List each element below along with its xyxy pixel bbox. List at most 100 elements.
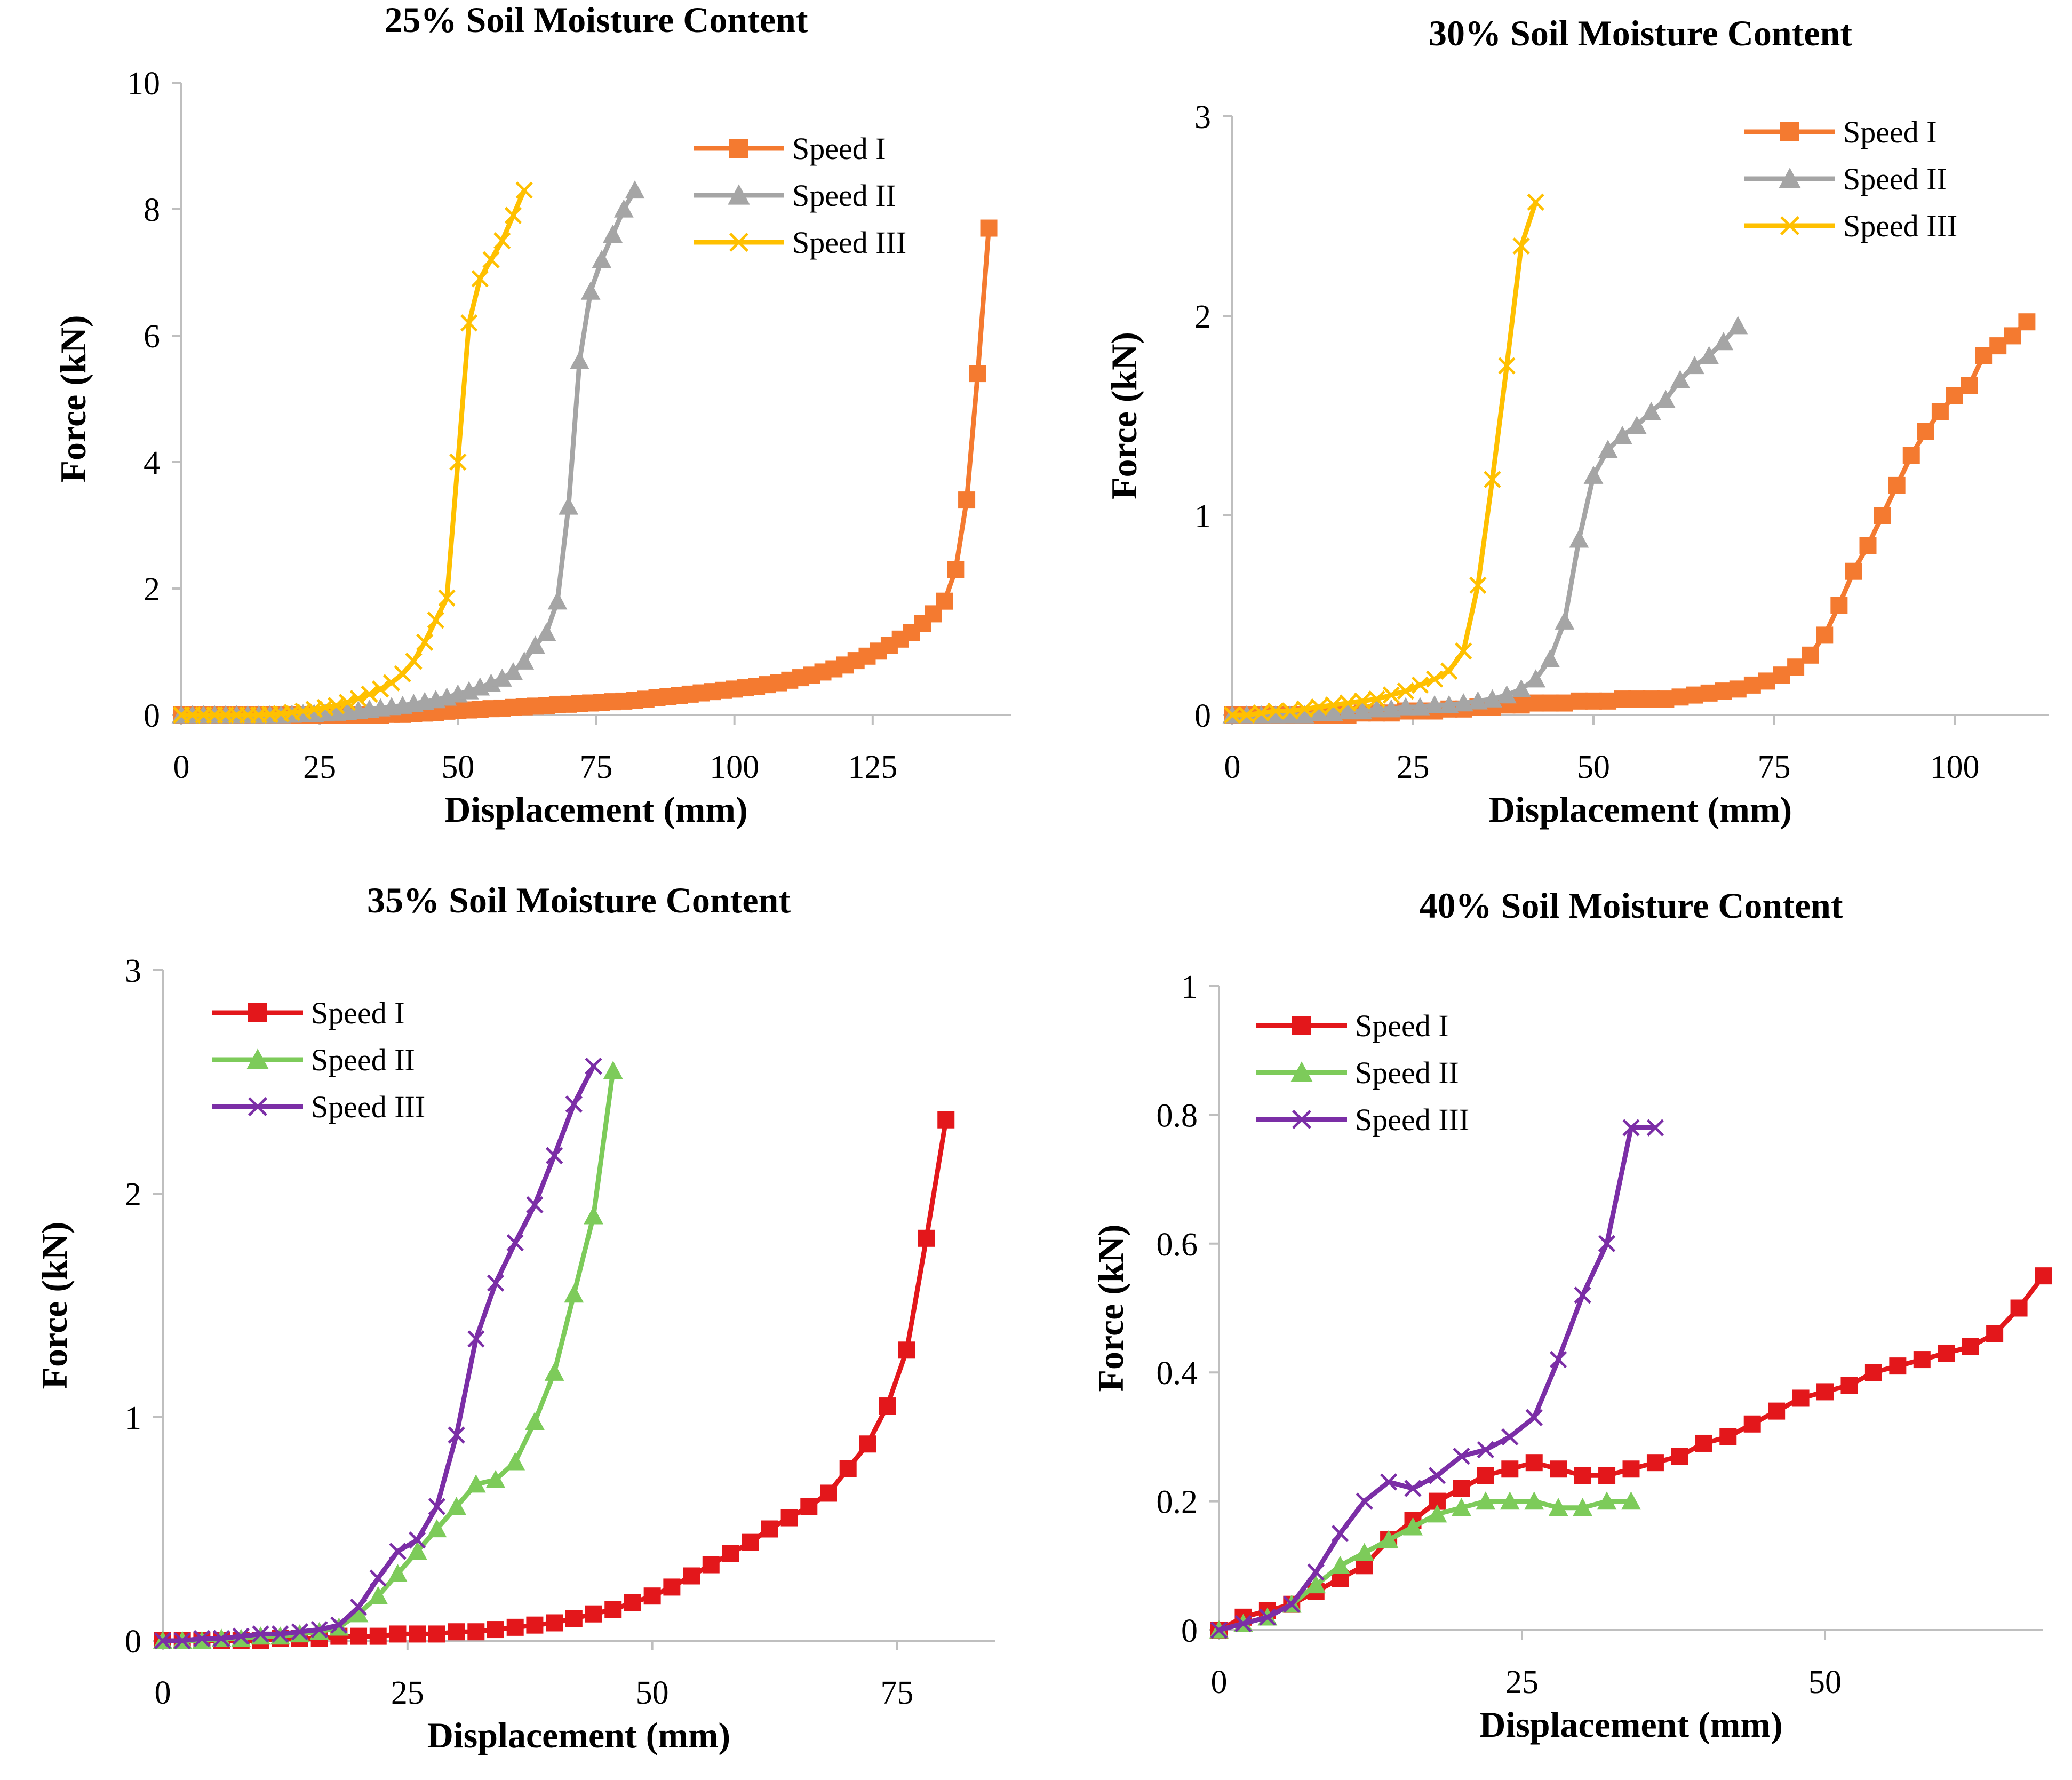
data-point [1310,698,1328,716]
y-tick-label: 1 [1194,498,1211,535]
data-point [1325,696,1342,714]
data-point [487,1621,504,1639]
data-point [1902,447,1920,464]
data-point [1584,692,1602,710]
data-point [1296,700,1313,718]
data-point [1267,702,1285,720]
y-tick-label: 0.6 [1157,1227,1198,1263]
series-line [179,187,527,718]
y-tick-label: 0 [1181,1613,1198,1649]
data-point [1428,1467,1446,1484]
data-point [154,1632,172,1650]
legend-label: Speed I [311,996,405,1030]
data-point [372,680,389,698]
data-point [1512,696,1530,714]
series-speed-ii [171,180,645,724]
data-point [969,365,986,383]
data-point [328,697,345,714]
x-tick-label: 0 [1224,749,1241,785]
data-point [1548,1498,1568,1516]
data-point [1396,697,1416,716]
data-point [1917,423,1934,440]
data-point [1525,1409,1543,1426]
data-point [1427,1504,1447,1523]
data-point [485,1469,506,1488]
data-point [515,181,533,199]
x-tick-label: 75 [580,749,613,785]
data-point [1294,705,1314,724]
chart-title: 35% Soil Moisture Content [367,880,791,920]
data-point [1787,658,1805,676]
data-point [504,206,522,225]
data-point [1657,690,1675,708]
data-point [624,1594,641,1611]
data-point [565,1610,583,1627]
y-tick-label: 0.2 [1157,1484,1198,1521]
legend-label: Speed I [1355,1008,1449,1043]
data-point [1743,676,1761,694]
x-axis-label: Displacement (mm) [1479,1704,1782,1745]
data-point [1501,1428,1519,1446]
series-line [179,226,991,718]
legend-marker [1290,1061,1313,1082]
data-point [369,1627,387,1645]
data-point [1411,676,1429,694]
data-point [1627,416,1647,434]
data-point [584,1206,603,1225]
data-point [1802,646,1819,664]
data-point [1453,1447,1470,1465]
data-point [388,1563,408,1582]
data-point [1671,688,1689,706]
legend-label: Speed III [792,225,906,260]
y-tick-label: 2 [125,1177,141,1213]
data-point [1339,694,1357,712]
data-point [1410,697,1430,716]
data-point [1961,377,1978,394]
data-point [448,1426,465,1444]
data-point [859,1435,876,1453]
data-point [449,453,467,471]
legend-label: Speed II [311,1043,415,1077]
data-point [1265,705,1286,724]
data-point [427,1519,447,1538]
data-point [1223,706,1241,724]
data-point [800,1498,818,1515]
data-point [1378,1530,1399,1548]
data-point [1555,611,1575,630]
data-point [683,1567,700,1585]
x-axis-label: Displacement (mm) [444,789,747,830]
x-tick-label: 25 [1505,1664,1539,1700]
data-point [604,1601,622,1618]
data-point [1598,1467,1616,1484]
data-point [1354,1543,1375,1561]
data-point [368,1586,388,1604]
legend-label: Speed I [1843,115,1937,149]
data-point [1403,1517,1423,1536]
data-point [361,685,378,703]
data-point [722,1545,739,1562]
series-speed-i [1210,1267,2052,1639]
x-tick-label: 100 [1930,749,1979,785]
data-point [937,1111,955,1129]
y-tick-label: 6 [144,319,160,355]
data-point [545,1147,563,1164]
data-point [625,180,645,199]
data-point [291,1623,309,1641]
legend-marker [246,1048,269,1069]
data-point [409,1625,426,1643]
data-point [526,1196,544,1214]
data-point [2035,1267,2052,1285]
data-point [492,668,512,687]
data-point [1840,1377,1858,1394]
data-point [1440,662,1458,680]
data-point [547,591,568,610]
chart-p35: 35% Soil Moisture Content 0 1 2 3 0 25 50 75 Disp… [34,880,995,1755]
series-speed-iii [154,1058,602,1650]
data-point [1864,1364,1882,1381]
data-point [173,1632,191,1650]
data-point [1975,347,1993,364]
legend-marker [729,139,748,158]
data-point [1540,649,1560,668]
